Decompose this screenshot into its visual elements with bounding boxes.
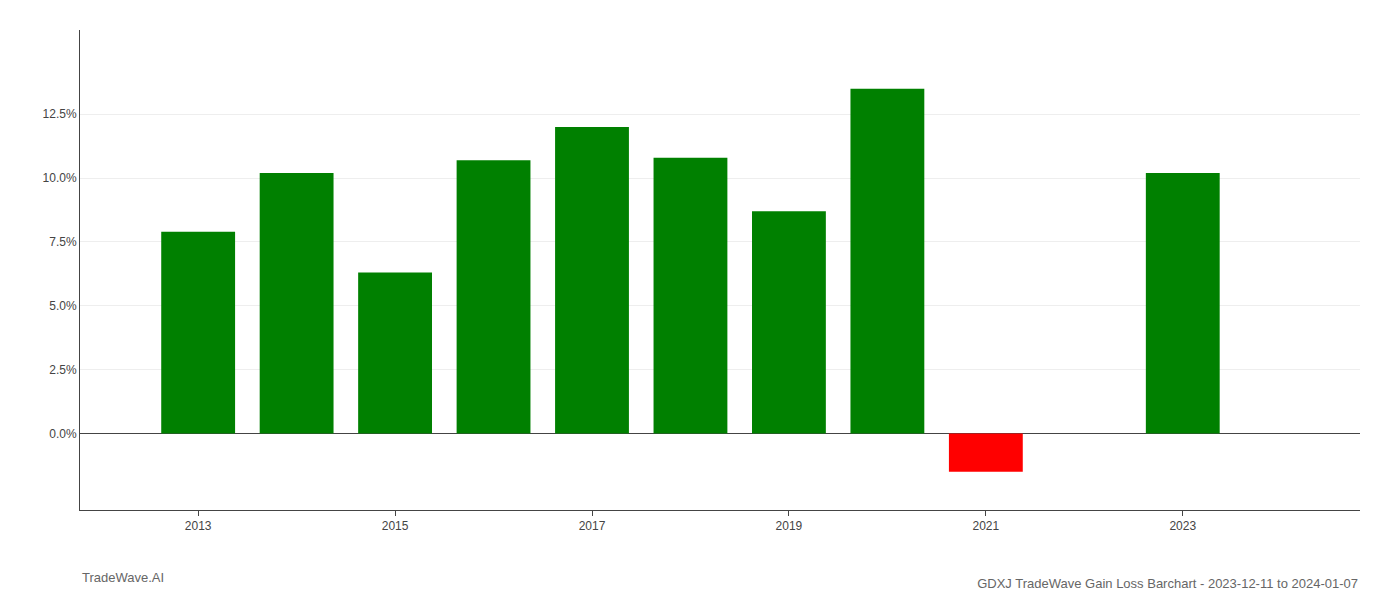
svg-text:7.5%: 7.5%	[49, 235, 77, 249]
svg-text:5.0%: 5.0%	[49, 299, 77, 313]
svg-text:GDXJ TradeWave Gain Loss Barch: GDXJ TradeWave Gain Loss Barchart - 2023…	[977, 576, 1358, 591]
svg-text:12.5%: 12.5%	[43, 107, 77, 121]
svg-text:2013: 2013	[185, 519, 212, 533]
svg-text:2015: 2015	[382, 519, 409, 533]
svg-text:2.5%: 2.5%	[49, 363, 77, 377]
svg-text:0.0%: 0.0%	[49, 427, 77, 441]
svg-text:TradeWave.AI: TradeWave.AI	[82, 570, 164, 585]
svg-text:2017: 2017	[579, 519, 606, 533]
svg-text:2019: 2019	[776, 519, 803, 533]
svg-text:2023: 2023	[1169, 519, 1196, 533]
svg-text:2021: 2021	[972, 519, 999, 533]
svg-text:10.0%: 10.0%	[43, 171, 77, 185]
